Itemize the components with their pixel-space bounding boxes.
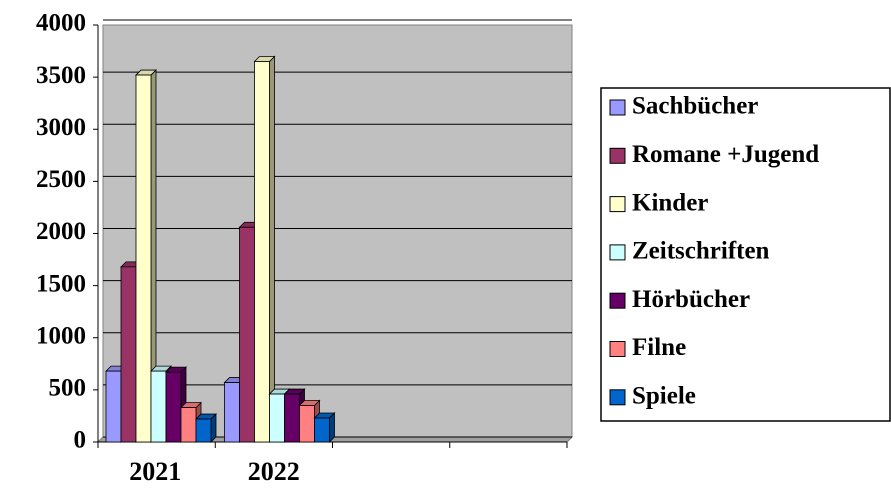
bar-front: [150, 370, 167, 443]
bar: [195, 413, 217, 443]
legend-label: Hörbücher: [632, 286, 750, 313]
bar-side: [269, 55, 275, 443]
bar: [135, 69, 157, 443]
bar-front: [284, 393, 300, 443]
bar-front: [135, 74, 152, 443]
bar-front: [269, 393, 285, 443]
y-tick-label: 3000: [36, 114, 86, 141]
bar-front: [239, 226, 255, 443]
bar-front: [165, 371, 182, 443]
legend-label: Zeitschriften: [632, 238, 770, 265]
legend-box: [600, 87, 891, 422]
bar-front: [180, 407, 197, 443]
legend-label: Romane +Jugend: [632, 141, 819, 168]
bar-front: [105, 370, 122, 443]
bar-front: [254, 61, 270, 443]
legend-label: Kinder: [632, 189, 708, 216]
legend-label: Sachbücher: [632, 93, 758, 120]
y-tick-label: 1500: [36, 270, 86, 297]
legend-swatch: [609, 341, 626, 357]
bar-front: [299, 405, 315, 443]
bar-front: [120, 266, 137, 443]
bar-front: [224, 382, 240, 443]
y-tick-label: 3500: [36, 62, 86, 89]
y-tick-label: 4000: [36, 10, 86, 37]
y-tick-label: 2500: [36, 166, 86, 193]
legend-swatch: [609, 99, 626, 116]
x-tick-label: 2022: [248, 457, 300, 486]
y-tick-label: 500: [49, 375, 87, 402]
legend-swatch: [609, 244, 626, 261]
bar: [253, 55, 276, 443]
y-tick-label: 1000: [36, 322, 86, 349]
y-tick-label: 0: [74, 427, 87, 454]
x-tick-label: 2021: [129, 457, 181, 486]
bar-front: [195, 418, 212, 443]
legend-swatch: [609, 147, 626, 164]
y-tick-label: 2000: [36, 218, 86, 245]
legend-label: Filne: [632, 334, 686, 361]
legend-swatch: [609, 389, 626, 406]
legend-swatch: [609, 196, 626, 213]
bar: [313, 412, 336, 443]
legend-swatch: [609, 292, 626, 309]
legend-label: Spiele: [632, 383, 696, 410]
bar-front: [314, 417, 330, 443]
